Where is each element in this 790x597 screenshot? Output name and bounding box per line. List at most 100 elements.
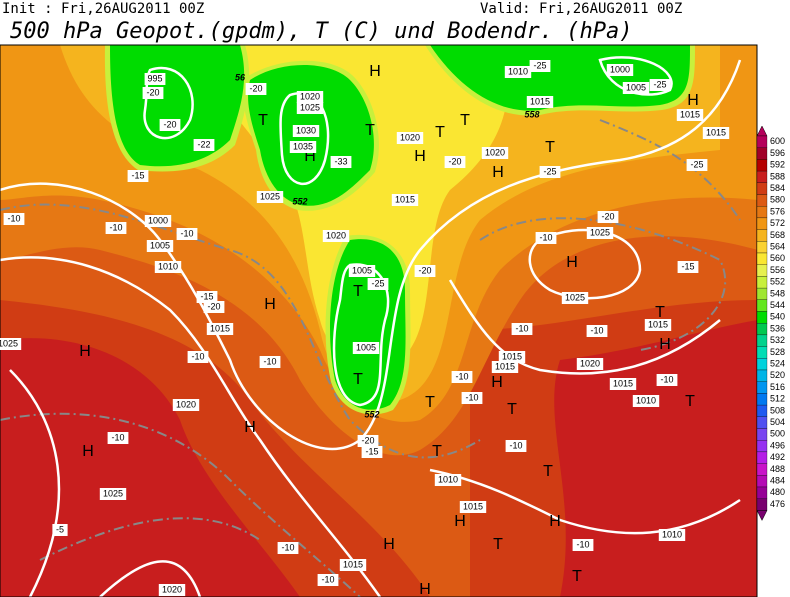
isobar-label-box <box>434 474 462 486</box>
pressure-center: H <box>659 336 671 353</box>
colorbar-swatch <box>756 440 768 453</box>
colorbar-swatch <box>756 194 768 207</box>
isotherm-label: -10 <box>660 374 673 384</box>
colorbar-label: 488 <box>770 464 785 474</box>
isobar-label-box <box>504 66 532 78</box>
isotherm-label: -15 <box>365 446 378 456</box>
isotherm-label-box <box>203 301 225 313</box>
isotherm-label: -20 <box>249 83 262 93</box>
colorbar-label: 592 <box>770 160 785 170</box>
pressure-center: H <box>549 513 561 530</box>
pressure-center: H <box>414 148 426 165</box>
colorbar-label: 548 <box>770 288 785 298</box>
isobar-label: 1000 <box>148 215 168 225</box>
isobar-label-box <box>391 194 419 206</box>
isobar-label-box <box>146 240 174 252</box>
isobar-label-box <box>676 109 704 121</box>
isobar-label: 1020 <box>326 230 346 240</box>
isotherm-label: -20 <box>207 301 220 311</box>
colorbar-swatch <box>756 147 768 160</box>
isobar-label-box <box>459 501 487 513</box>
isotherm-label-box <box>461 392 483 404</box>
isobar-label-box <box>576 358 604 370</box>
isotherm-label: -20 <box>418 265 431 275</box>
isobar-label: 1015 <box>706 127 726 137</box>
isotherm-label-box <box>686 159 708 171</box>
colorbar-swatch <box>756 252 768 265</box>
isobar-label-box <box>658 529 686 541</box>
colorbar-swatch <box>756 299 768 312</box>
isobar-label: 1005 <box>626 82 646 92</box>
isobar-label: 995 <box>147 73 162 83</box>
isotherm-label-box <box>597 211 619 223</box>
colorbar-label: 484 <box>770 476 785 486</box>
colorbar-swatch <box>756 241 768 254</box>
colorbar-label: 476 <box>770 499 785 509</box>
isotherm-label: -10 <box>111 432 124 442</box>
isobar-label-box <box>172 399 200 411</box>
pressure-center: T <box>507 401 517 418</box>
isotherm-label-box <box>649 79 671 91</box>
colorbar-label: 500 <box>770 429 785 439</box>
isobar-label: 1015 <box>463 501 483 511</box>
colorbar-swatch <box>756 229 768 242</box>
isotherm-label-box <box>259 356 281 368</box>
pressure-center: T <box>432 443 442 460</box>
isobar-label-box <box>99 488 127 500</box>
isotherm-label-box <box>656 374 678 386</box>
isotherm-label-box <box>505 440 527 452</box>
colorbar-swatch <box>756 323 768 336</box>
pressure-center: T <box>353 283 363 300</box>
isotherm-label-box <box>52 524 68 536</box>
colorbar-swatch <box>756 159 768 172</box>
colorbar-label: 528 <box>770 347 785 357</box>
isobar-label-box <box>296 91 324 103</box>
colorbar-swatch <box>756 463 768 476</box>
pressure-center: H <box>79 343 91 360</box>
isotherm-label-box <box>414 265 436 277</box>
isobar-label-box <box>206 323 234 335</box>
colorbar-label: 508 <box>770 405 785 415</box>
isotherm-label: -33 <box>334 156 347 166</box>
isotherm-label-box <box>535 232 557 244</box>
isobar-label-box <box>481 147 509 159</box>
isotherm-label: -25 <box>690 159 703 169</box>
colorbar-swatch <box>756 416 768 429</box>
isobar-label: 1015 <box>680 109 700 119</box>
isotherm-label-box <box>196 291 218 303</box>
isotherm-label: -25 <box>653 79 666 89</box>
isobar-label: 1030 <box>296 125 316 135</box>
pressure-center: H <box>304 148 316 165</box>
isotherm-label-box <box>107 432 129 444</box>
isobar-label-box <box>586 227 614 239</box>
height-label: 552 <box>292 196 307 206</box>
colorbar-label: 524 <box>770 359 785 369</box>
isotherm-label-box <box>586 325 608 337</box>
isotherm-label: -22 <box>197 139 210 149</box>
isobar-label: 1025 <box>103 488 123 498</box>
map-field <box>0 45 757 597</box>
pressure-center: H <box>82 443 94 460</box>
isotherm-label-box <box>361 446 383 458</box>
isotherm-label: -10 <box>321 574 334 584</box>
colorbar-label: 504 <box>770 417 785 427</box>
isotherm-label-box <box>539 166 561 178</box>
colorbar-swatch <box>756 404 768 417</box>
valid-time: Valid: Fri,26AUG2011 00Z <box>480 1 682 17</box>
isobar-label-box <box>526 96 554 108</box>
isotherm-label: -15 <box>131 170 144 180</box>
colorbar-swatch <box>756 334 768 347</box>
isotherm-label: -10 <box>281 542 294 552</box>
isotherm-label: -20 <box>601 211 614 221</box>
isotherm-label: -20 <box>163 119 176 129</box>
isobar-label: 1020 <box>162 584 182 594</box>
isotherm-label-box <box>529 60 551 72</box>
isobar-label: 1025 <box>565 292 585 302</box>
isotherm-label: -10 <box>455 371 468 381</box>
isobar-label-box <box>491 361 519 373</box>
pressure-center: H <box>492 164 504 181</box>
colorbar-label: 580 <box>770 195 785 205</box>
colorbar-label: 564 <box>770 242 785 252</box>
isotherm-label-box <box>277 542 299 554</box>
colorbar-label: 560 <box>770 253 785 263</box>
